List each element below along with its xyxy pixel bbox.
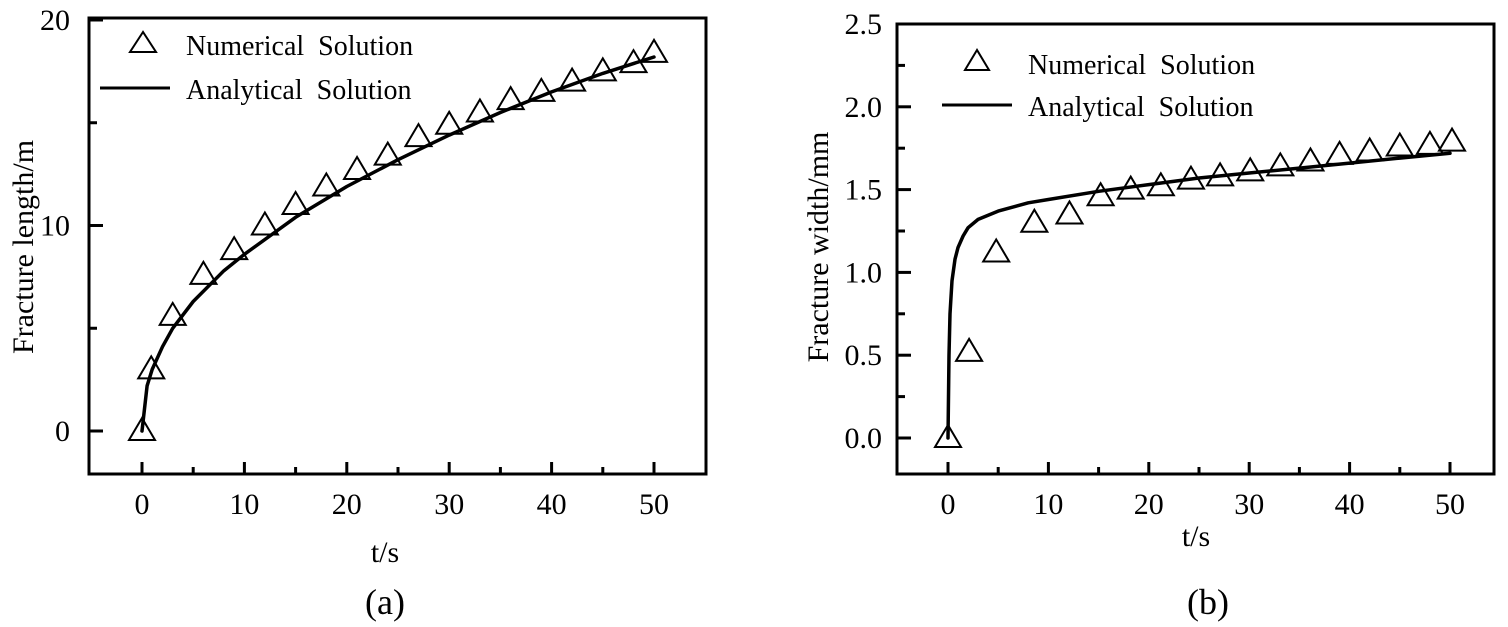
triangle-marker-icon: [403, 122, 434, 148]
triangle-marker-icon: [128, 30, 158, 53]
y-tick-label: 10: [40, 210, 70, 243]
analytical-line: [946, 151, 1452, 440]
triangle-marker-icon: [1265, 151, 1296, 177]
triangle-marker-icon: [526, 76, 557, 102]
x-tick-label: 10: [1033, 488, 1063, 521]
y-tick-label: 1.5: [845, 174, 883, 207]
x-tick-label: 40: [537, 488, 567, 521]
x-axis-ticks: 0 10 20 30 40 50: [135, 462, 669, 521]
numerical-markers: [933, 126, 1467, 448]
triangle-marker-icon: [618, 48, 649, 74]
triangle-marker-icon: [311, 171, 342, 197]
triangle-marker-icon: [157, 300, 188, 326]
triangle-marker-icon: [1146, 171, 1176, 197]
y-axis-label: Fracture length/m: [7, 140, 40, 354]
x-tick-label: 30: [1234, 488, 1264, 521]
y-tick-label: 2.0: [845, 91, 883, 124]
triangle-marker-icon: [1054, 199, 1085, 225]
triangle-marker-icon: [342, 155, 372, 181]
x-tick-label: 50: [639, 488, 669, 521]
triangle-marker-icon: [250, 210, 280, 236]
triangle-marker-icon: [1115, 174, 1146, 200]
triangle-marker-icon: [1235, 156, 1265, 182]
triangle-marker-icon: [557, 66, 587, 92]
triangle-marker-icon: [188, 259, 219, 285]
triangle-marker-icon: [465, 97, 495, 123]
triangle-marker-icon: [1019, 207, 1050, 233]
analytical-line: [140, 55, 656, 433]
triangle-marker-icon: [136, 354, 166, 380]
y-tick-label: 0: [55, 415, 70, 448]
y-tick-label: 20: [40, 4, 70, 37]
triangle-marker-icon: [1385, 131, 1415, 157]
legend: Numerical Solution Analytical Solution: [100, 30, 413, 106]
panel-label: (a): [365, 582, 405, 622]
x-tick-label: 0: [135, 488, 150, 521]
x-tick-label: 30: [434, 488, 464, 521]
x-tick-label: 0: [941, 488, 956, 521]
x-tick-label: 40: [1335, 488, 1365, 521]
triangle-marker-icon: [1085, 181, 1116, 207]
triangle-marker-icon: [1176, 164, 1206, 190]
triangle-marker-icon: [434, 109, 464, 135]
y-axis-label: Fracture width/mm: [802, 132, 835, 363]
y-axis-ticks: 0 10 20: [40, 4, 103, 448]
y-axis-ticks: 0.0 0.5 1.0 1.5 2.0 2.5: [845, 8, 911, 455]
triangle-marker-icon: [1324, 139, 1355, 165]
triangle-marker-icon: [963, 48, 991, 71]
triangle-marker-icon: [373, 140, 403, 166]
triangle-marker-icon: [933, 423, 963, 448]
y-tick-label: 2.5: [845, 8, 883, 41]
legend-analytical-label: Analytical Solution: [1028, 92, 1254, 123]
y-tick-label: 1.0: [845, 256, 883, 289]
triangle-marker-icon: [981, 237, 1011, 263]
triangle-marker-icon: [1295, 146, 1326, 172]
chart-panel-a: 0 10 20 0 10 20 30 40 50 Numerical Solution Ana…: [7, 4, 708, 622]
legend-analytical-label: Analytical Solution: [186, 75, 412, 106]
plot-frame: [895, 22, 1496, 476]
triangle-marker-icon: [127, 416, 157, 441]
triangle-marker-icon: [954, 336, 984, 362]
legend-numerical-label: Numerical Solution: [186, 31, 413, 62]
x-axis-ticks: 0 10 20 30 40 50: [941, 462, 1465, 521]
triangle-marker-icon: [588, 56, 618, 82]
triangle-marker-icon: [1437, 126, 1467, 152]
triangle-marker-icon: [639, 37, 669, 63]
x-tick-label: 10: [229, 488, 259, 521]
x-tick-label: 20: [332, 488, 362, 521]
triangle-marker-icon: [1415, 129, 1445, 155]
x-tick-label: 50: [1435, 488, 1465, 521]
y-tick-label: 0.5: [845, 339, 883, 372]
triangle-marker-icon: [495, 85, 526, 111]
triangle-marker-icon: [280, 189, 311, 215]
triangle-marker-icon: [1205, 161, 1235, 187]
triangle-marker-icon: [219, 235, 249, 261]
x-tick-label: 20: [1134, 488, 1164, 521]
triangle-marker-icon: [1354, 136, 1385, 162]
x-axis-label: t/s: [1182, 520, 1210, 553]
legend: Numerical Solution Analytical Solution: [942, 48, 1255, 123]
y-tick-label: 0.0: [845, 422, 883, 455]
legend-numerical-label: Numerical Solution: [1028, 50, 1255, 81]
panel-label: (b): [1187, 582, 1229, 622]
numerical-markers: [127, 37, 669, 441]
x-axis-label: t/s: [371, 536, 399, 569]
chart-panel-b: 0.0 0.5 1.0 1.5 2.0 2.5 0 10 20 30 40 50 Numerical…: [802, 8, 1496, 622]
